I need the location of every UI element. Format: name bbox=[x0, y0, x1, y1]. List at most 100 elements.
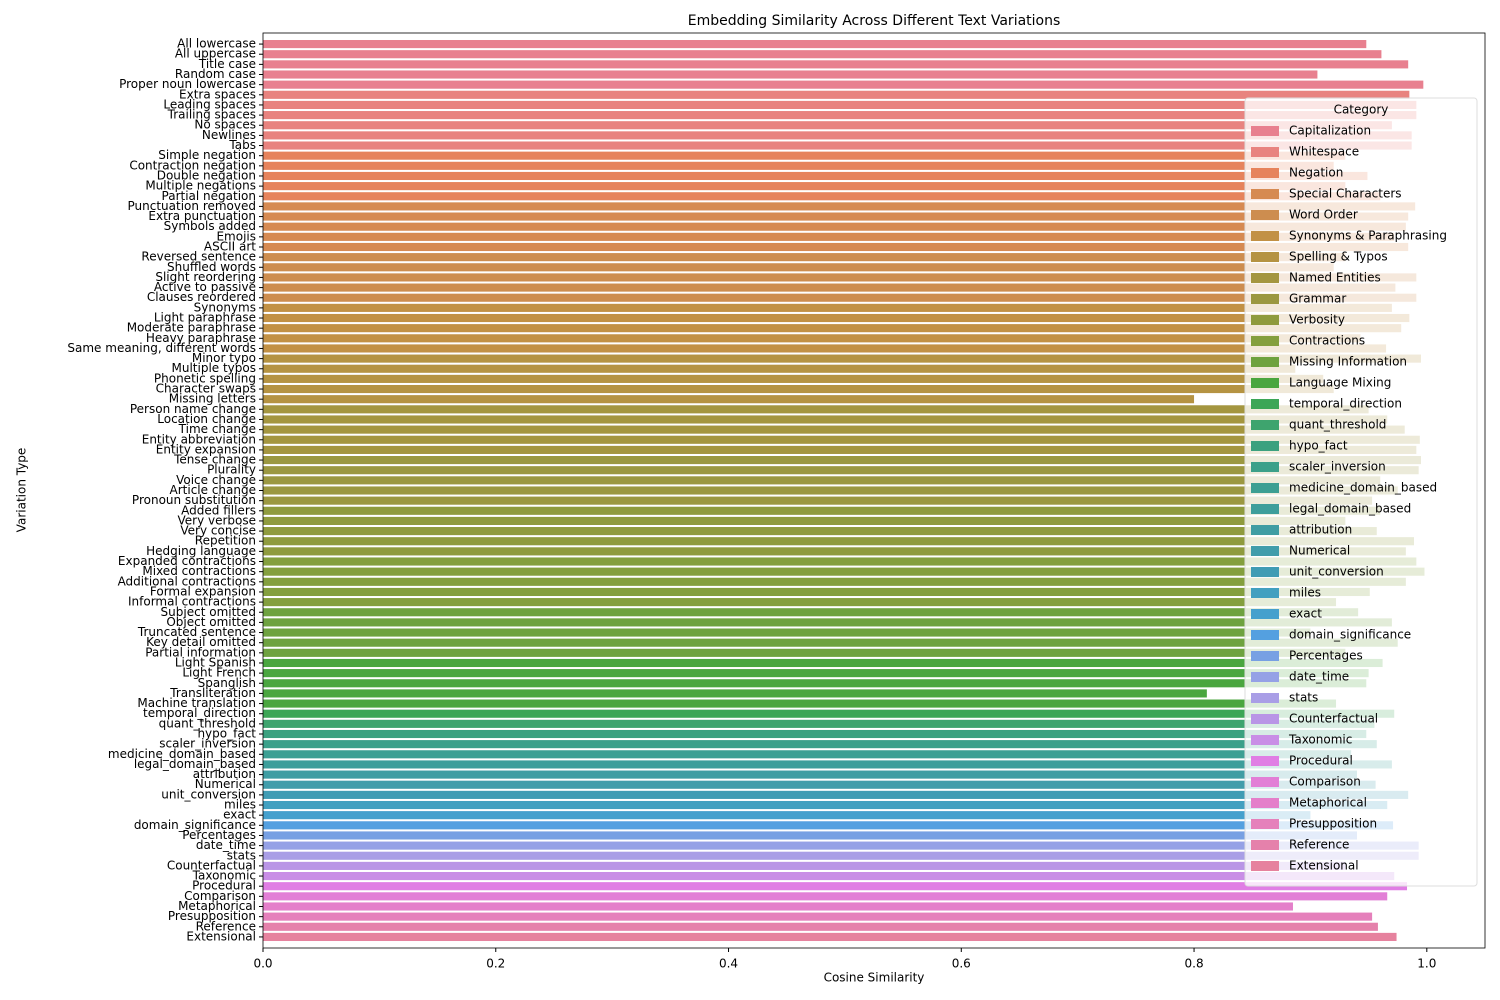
legend-label: Extensional bbox=[1289, 859, 1359, 873]
x-tick-label: 0.0 bbox=[253, 957, 272, 971]
y-axis-label: Variation Type bbox=[15, 448, 29, 533]
bar bbox=[263, 182, 1346, 191]
bar bbox=[263, 811, 1311, 820]
legend-swatch bbox=[1251, 651, 1279, 661]
bar bbox=[263, 648, 1346, 657]
legend-label: Missing Information bbox=[1289, 355, 1407, 369]
y-tick-label: Additional contractions bbox=[118, 574, 256, 588]
bar bbox=[263, 912, 1373, 921]
legend-label: Percentages bbox=[1289, 649, 1363, 663]
legend-swatch bbox=[1251, 840, 1279, 850]
legend-label: Metaphorical bbox=[1289, 796, 1367, 810]
bar bbox=[263, 456, 1421, 465]
y-tick-label: Percentages bbox=[182, 828, 256, 842]
y-tick-label: Emojis bbox=[216, 229, 256, 243]
legend-swatch bbox=[1251, 378, 1279, 388]
bar bbox=[263, 800, 1388, 810]
y-tick-label: Proper noun lowercase bbox=[119, 77, 256, 91]
legend-box bbox=[1244, 97, 1478, 887]
bar bbox=[263, 932, 1397, 941]
y-tick-label: Added fillers bbox=[181, 503, 256, 517]
y-tick-label: Tense change bbox=[173, 453, 256, 467]
legend-title: Category bbox=[1334, 103, 1389, 117]
legend-label: stats bbox=[1289, 691, 1318, 705]
legend-swatch bbox=[1251, 189, 1279, 199]
bar bbox=[263, 506, 1381, 515]
bar bbox=[263, 354, 1421, 363]
y-tick-label: Newlines bbox=[202, 128, 256, 142]
bar bbox=[263, 70, 1318, 79]
y-tick-label: Voice change bbox=[176, 473, 256, 487]
legend-label: date_time bbox=[1289, 670, 1349, 684]
y-tick-label: Heavy paraphrase bbox=[146, 331, 256, 345]
y-tick-label: Spanglish bbox=[198, 676, 256, 690]
legend-swatch bbox=[1251, 609, 1279, 619]
y-tick-label: No spaces bbox=[194, 118, 256, 132]
legend-label: Verbosity bbox=[1289, 313, 1345, 327]
bar bbox=[263, 222, 1406, 231]
bar bbox=[263, 40, 1367, 49]
y-tick-label: Extensional bbox=[186, 929, 256, 943]
legend-label: exact bbox=[1289, 607, 1322, 621]
legend-swatch bbox=[1251, 210, 1279, 220]
bar bbox=[263, 628, 1311, 637]
legend-swatch bbox=[1251, 567, 1279, 577]
legend-swatch bbox=[1251, 420, 1279, 430]
plot-frame bbox=[262, 32, 1486, 949]
bar bbox=[263, 790, 1409, 799]
bar bbox=[263, 283, 1396, 292]
bar bbox=[263, 100, 1417, 110]
bar bbox=[263, 313, 1410, 323]
bar bbox=[263, 841, 1419, 850]
bar bbox=[263, 780, 1376, 789]
bar bbox=[263, 405, 1369, 414]
legend-swatch bbox=[1251, 441, 1279, 451]
y-tick-label: Mixed contractions bbox=[142, 564, 256, 578]
bar bbox=[263, 577, 1406, 586]
legend-swatch bbox=[1251, 252, 1279, 262]
legend-swatch bbox=[1251, 273, 1279, 283]
y-tick-label: unit_conversion bbox=[161, 787, 256, 801]
bar bbox=[263, 141, 1412, 150]
legend-swatch bbox=[1251, 357, 1279, 367]
legend-label: Whitespace bbox=[1289, 145, 1359, 159]
bar bbox=[263, 50, 1382, 59]
bar bbox=[263, 821, 1394, 830]
bar bbox=[263, 719, 1375, 728]
legend-label: legal_domain_based bbox=[1289, 502, 1411, 516]
legend-label: Spelling & Typos bbox=[1289, 250, 1388, 264]
y-tick-label: Key detail omitted bbox=[146, 635, 256, 649]
bar bbox=[263, 729, 1367, 739]
y-tick-label: Presupposition bbox=[168, 909, 256, 923]
y-tick-label: Person name change bbox=[130, 402, 256, 416]
bar bbox=[263, 486, 1398, 495]
x-tick-label: 0.8 bbox=[1185, 957, 1204, 971]
bar bbox=[263, 364, 1296, 373]
bar bbox=[263, 658, 1383, 668]
bar bbox=[263, 344, 1387, 353]
bar bbox=[263, 922, 1378, 931]
legend-label: Grammar bbox=[1289, 292, 1346, 306]
bar bbox=[263, 293, 1417, 302]
bar bbox=[263, 242, 1409, 252]
bar bbox=[263, 232, 1395, 241]
y-tick-label: Metaphorical bbox=[178, 899, 256, 913]
bar bbox=[263, 750, 1352, 759]
bar bbox=[263, 709, 1395, 718]
legend-label: domain_significance bbox=[1289, 628, 1411, 642]
legend-label: quant_threshold bbox=[1289, 418, 1386, 432]
bar bbox=[263, 557, 1417, 566]
bar bbox=[263, 171, 1368, 181]
legend-swatch bbox=[1251, 777, 1279, 787]
y-tick-label: Hedging language bbox=[146, 544, 256, 558]
legend-label: Reference bbox=[1289, 838, 1349, 852]
y-tick-label: Entity abbreviation bbox=[142, 432, 256, 446]
legend-swatch bbox=[1251, 630, 1279, 640]
legend-swatch bbox=[1251, 693, 1279, 703]
bar bbox=[263, 263, 1334, 272]
y-tick-label: exact bbox=[223, 808, 256, 822]
y-tick-label: Same meaning, different words bbox=[67, 341, 256, 355]
bar bbox=[263, 770, 1357, 779]
bar bbox=[263, 851, 1419, 860]
y-tick-label: attribution bbox=[193, 767, 256, 781]
